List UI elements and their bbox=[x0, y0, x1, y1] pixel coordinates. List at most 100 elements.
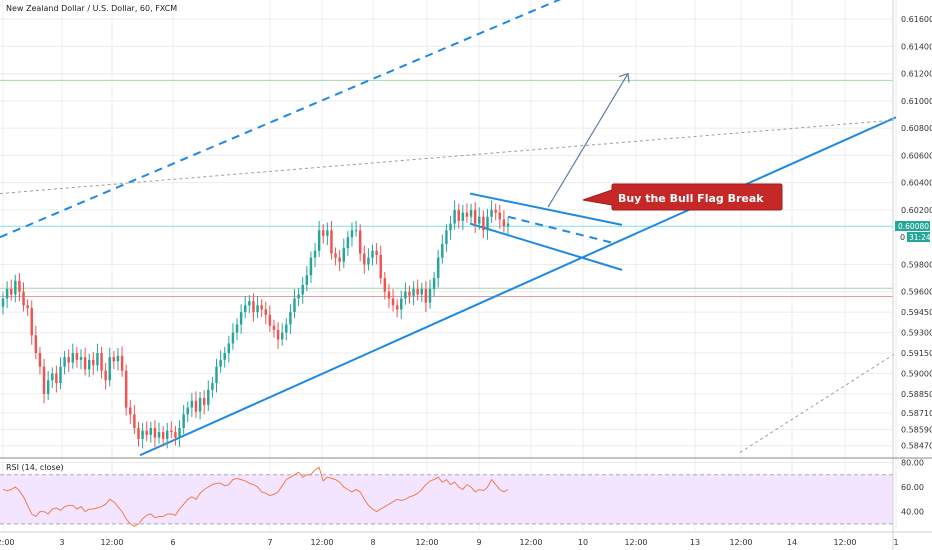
rsi-layer bbox=[2, 466, 509, 527]
candle bbox=[293, 289, 296, 319]
candle bbox=[227, 335, 231, 363]
candle bbox=[400, 290, 403, 319]
trendline-dashed[interactable] bbox=[0, 0, 565, 239]
candle bbox=[248, 295, 251, 314]
drawing-layer[interactable] bbox=[0, 0, 897, 457]
candle bbox=[478, 207, 481, 230]
trendline-solid[interactable] bbox=[139, 116, 897, 457]
candle bbox=[34, 325, 38, 360]
candle bbox=[92, 352, 95, 375]
candle bbox=[137, 421, 140, 447]
candle bbox=[207, 380, 210, 411]
x-tick-label: 12:00 bbox=[415, 538, 438, 547]
target-arrow-head bbox=[618, 72, 630, 83]
x-tick-label: 14 bbox=[787, 538, 797, 547]
candle bbox=[457, 203, 460, 229]
trendline-dashed[interactable] bbox=[507, 215, 613, 244]
candle bbox=[342, 238, 346, 268]
candle bbox=[350, 222, 354, 247]
candle bbox=[367, 248, 370, 271]
candle bbox=[490, 200, 493, 223]
candle bbox=[129, 399, 132, 424]
x-tick-label: 7 bbox=[267, 538, 272, 547]
x-tick-label: 8 bbox=[370, 538, 375, 547]
candle bbox=[5, 281, 9, 308]
candle bbox=[358, 224, 362, 262]
candle bbox=[461, 204, 465, 231]
target-arrow[interactable] bbox=[547, 73, 629, 208]
rsi-y-tick-label: 40.00 bbox=[901, 508, 924, 517]
candle bbox=[334, 247, 337, 266]
candle bbox=[133, 404, 136, 435]
y-tick-label: 0.60400 bbox=[901, 179, 932, 188]
candle bbox=[38, 346, 42, 375]
candle bbox=[116, 347, 120, 371]
candle bbox=[153, 420, 157, 447]
candle bbox=[506, 217, 510, 235]
candle bbox=[322, 224, 325, 244]
candle bbox=[363, 245, 366, 274]
candle bbox=[395, 299, 399, 318]
candle bbox=[22, 282, 25, 312]
candle bbox=[9, 279, 13, 301]
candle bbox=[235, 318, 239, 341]
y-tick-label: 0.58710 bbox=[901, 409, 932, 418]
candle bbox=[194, 391, 198, 418]
candle bbox=[186, 401, 189, 423]
candle bbox=[379, 245, 382, 285]
candle bbox=[87, 353, 91, 378]
callout-bubble[interactable]: Buy the Bull Flag Break bbox=[582, 183, 783, 211]
trendline-solid[interactable] bbox=[469, 222, 623, 271]
candle bbox=[486, 208, 489, 240]
candle bbox=[26, 299, 29, 316]
candle bbox=[198, 391, 202, 420]
x-tick-label: 12:00 bbox=[310, 538, 333, 547]
candle bbox=[96, 343, 99, 372]
candle bbox=[141, 422, 144, 449]
trendline-solid[interactable] bbox=[469, 192, 623, 226]
y-tick-label: 0.58850 bbox=[901, 390, 932, 399]
candle bbox=[280, 323, 284, 346]
candle bbox=[231, 323, 235, 350]
candle bbox=[449, 215, 452, 240]
y-tick-label: 0.60200 bbox=[901, 206, 932, 215]
candle bbox=[67, 349, 70, 372]
candle bbox=[215, 358, 218, 393]
candle bbox=[55, 365, 58, 393]
y-tick-label: 0.61200 bbox=[901, 70, 932, 79]
callout-text: Buy the Bull Flag Break bbox=[618, 192, 764, 205]
candle bbox=[412, 281, 415, 306]
candle bbox=[313, 243, 317, 268]
candle bbox=[502, 210, 506, 233]
y-tick-label: 0.60800 bbox=[901, 124, 932, 133]
candle bbox=[445, 224, 448, 252]
candle bbox=[79, 349, 83, 370]
candle bbox=[165, 422, 169, 449]
candle bbox=[51, 367, 54, 389]
x-tick-label: 10 bbox=[578, 538, 588, 547]
candle bbox=[482, 210, 485, 239]
candle bbox=[100, 346, 103, 379]
x-tick-label: 3 bbox=[59, 538, 64, 547]
candle bbox=[239, 304, 243, 334]
countdown-badge-value: 31:24 bbox=[909, 233, 931, 242]
candle bbox=[408, 285, 411, 304]
candle bbox=[268, 305, 272, 332]
candle bbox=[330, 220, 333, 260]
grid-layer bbox=[0, 0, 897, 530]
y-tick-label: 0.59600 bbox=[901, 288, 932, 297]
candle bbox=[71, 343, 75, 369]
candle bbox=[391, 289, 395, 312]
candle bbox=[112, 350, 116, 369]
y-tick-label: 0.61400 bbox=[901, 42, 932, 51]
candle-layer bbox=[1, 200, 510, 449]
candle bbox=[157, 422, 161, 444]
x-tick-label: 12:00 bbox=[729, 538, 752, 547]
trendline-dotted[interactable] bbox=[739, 352, 897, 453]
candle bbox=[75, 346, 79, 368]
candle bbox=[59, 357, 62, 390]
y-tick-label: 0.60600 bbox=[901, 151, 932, 160]
candle bbox=[441, 234, 444, 264]
